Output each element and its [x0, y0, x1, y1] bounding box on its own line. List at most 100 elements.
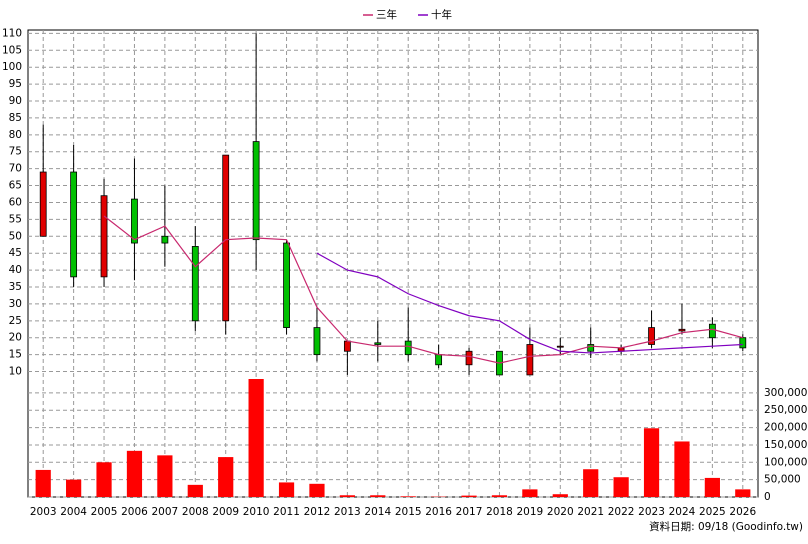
candle-body — [466, 351, 472, 365]
candle-body — [527, 344, 533, 374]
candle-body — [192, 246, 198, 320]
y-tick-label: 60 — [9, 196, 22, 208]
x-tick-label: 2006 — [121, 506, 148, 518]
x-tick-label: 2024 — [669, 506, 696, 518]
y-tick-label: 40 — [9, 264, 22, 276]
volume-bar — [644, 428, 659, 497]
x-tick-label: 2003 — [30, 506, 57, 518]
x-tick-label: 2019 — [517, 506, 544, 518]
y-tick-label: 80 — [9, 129, 22, 141]
x-tick-label: 2022 — [608, 506, 635, 518]
y2-tick-label: 0 — [764, 491, 771, 503]
x-tick-label: 2015 — [395, 506, 422, 518]
y-tick-label: 100 — [2, 61, 22, 73]
y-tick-label: 30 — [9, 298, 22, 310]
plot-frame — [28, 30, 758, 497]
y-tick-label: 45 — [9, 247, 22, 259]
candle-body — [405, 341, 411, 355]
volume-bar — [674, 441, 689, 497]
x-tick-label: 2010 — [243, 506, 270, 518]
y-tick-label: 35 — [9, 281, 22, 293]
volume-bar — [279, 482, 294, 497]
x-tick-label: 2008 — [182, 506, 209, 518]
y-tick-label: 10 — [9, 366, 22, 378]
volume-bar — [401, 496, 416, 497]
y-tick-label: 70 — [9, 163, 22, 175]
x-tick-label: 2007 — [152, 506, 179, 518]
volume-bar — [492, 495, 507, 497]
y-tick-label: 15 — [9, 349, 22, 361]
x-tick-label: 2014 — [364, 506, 391, 518]
y2-tick-label: 300,000 — [764, 387, 807, 399]
x-tick-label: 2026 — [729, 506, 756, 518]
x-tick-label: 2009 — [212, 506, 239, 518]
volume-bar — [553, 494, 568, 497]
y-tick-label: 105 — [2, 44, 22, 56]
x-tick-label: 2017 — [456, 506, 483, 518]
x-tick-label: 2005 — [91, 506, 118, 518]
x-tick-label: 2004 — [60, 506, 87, 518]
candle-body — [679, 329, 685, 331]
volume-bar — [218, 457, 233, 497]
x-tick-label: 2023 — [638, 506, 665, 518]
volume-bar — [735, 489, 750, 497]
candle-body — [162, 236, 168, 243]
candle-body — [253, 142, 259, 240]
candle-body — [557, 346, 563, 347]
y-tick-label: 55 — [9, 213, 22, 225]
y-tick-label: 75 — [9, 146, 22, 158]
legend-label: 十年 — [431, 8, 452, 21]
volume-bar — [309, 484, 324, 497]
volume-bar — [340, 495, 355, 497]
y2-tick-label: 150,000 — [764, 439, 807, 451]
y-tick-label: 65 — [9, 180, 22, 192]
volume-bar — [127, 451, 142, 497]
x-tick-label: 2021 — [577, 506, 604, 518]
footer: 資料日期: 09/18 (Goodinfo.tw) — [649, 520, 803, 533]
y-tick-label: 85 — [9, 112, 22, 124]
x-tick-label: 2025 — [699, 506, 726, 518]
candle-body — [709, 324, 715, 338]
x-tick-label: 2016 — [425, 506, 452, 518]
y2-tick-label: 50,000 — [764, 474, 801, 486]
volume-bar — [96, 462, 111, 497]
candle-body — [101, 196, 107, 277]
candle-body — [131, 199, 137, 243]
x-tick-label: 2018 — [486, 506, 513, 518]
volume-bar — [188, 485, 203, 497]
legend-label: 三年 — [376, 8, 397, 21]
volume-bar — [370, 495, 385, 497]
candle-body — [436, 355, 442, 365]
candle-body — [223, 155, 229, 321]
candle-body — [314, 328, 320, 355]
candle-body — [344, 341, 350, 351]
candle-body — [375, 343, 381, 345]
volume-bar — [249, 379, 264, 497]
volume-bar — [705, 478, 720, 497]
y2-tick-label: 200,000 — [764, 422, 807, 434]
volume-bar — [522, 489, 537, 497]
candle-body — [740, 338, 746, 348]
candle-body — [71, 172, 77, 277]
candle-body — [588, 344, 594, 351]
candle-body — [284, 243, 290, 328]
x-tick-label: 2012 — [304, 506, 331, 518]
volume-bar — [36, 470, 51, 497]
y-tick-label: 25 — [9, 315, 22, 327]
y-tick-label: 20 — [9, 332, 22, 344]
volume-bar — [66, 480, 81, 497]
volume-bar — [461, 496, 476, 497]
y2-tick-label: 100,000 — [764, 456, 807, 468]
volume-bar — [583, 469, 598, 497]
x-tick-label: 2020 — [547, 506, 574, 518]
volume-bar — [157, 455, 172, 497]
y-tick-label: 110 — [2, 27, 22, 39]
x-tick-label: 2011 — [273, 506, 300, 518]
y-tick-label: 90 — [9, 95, 22, 107]
volume-bar — [614, 477, 629, 497]
y-tick-label: 95 — [9, 78, 22, 90]
candle-body — [40, 172, 46, 236]
x-tick-label: 2013 — [334, 506, 361, 518]
y2-tick-label: 250,000 — [764, 404, 807, 416]
